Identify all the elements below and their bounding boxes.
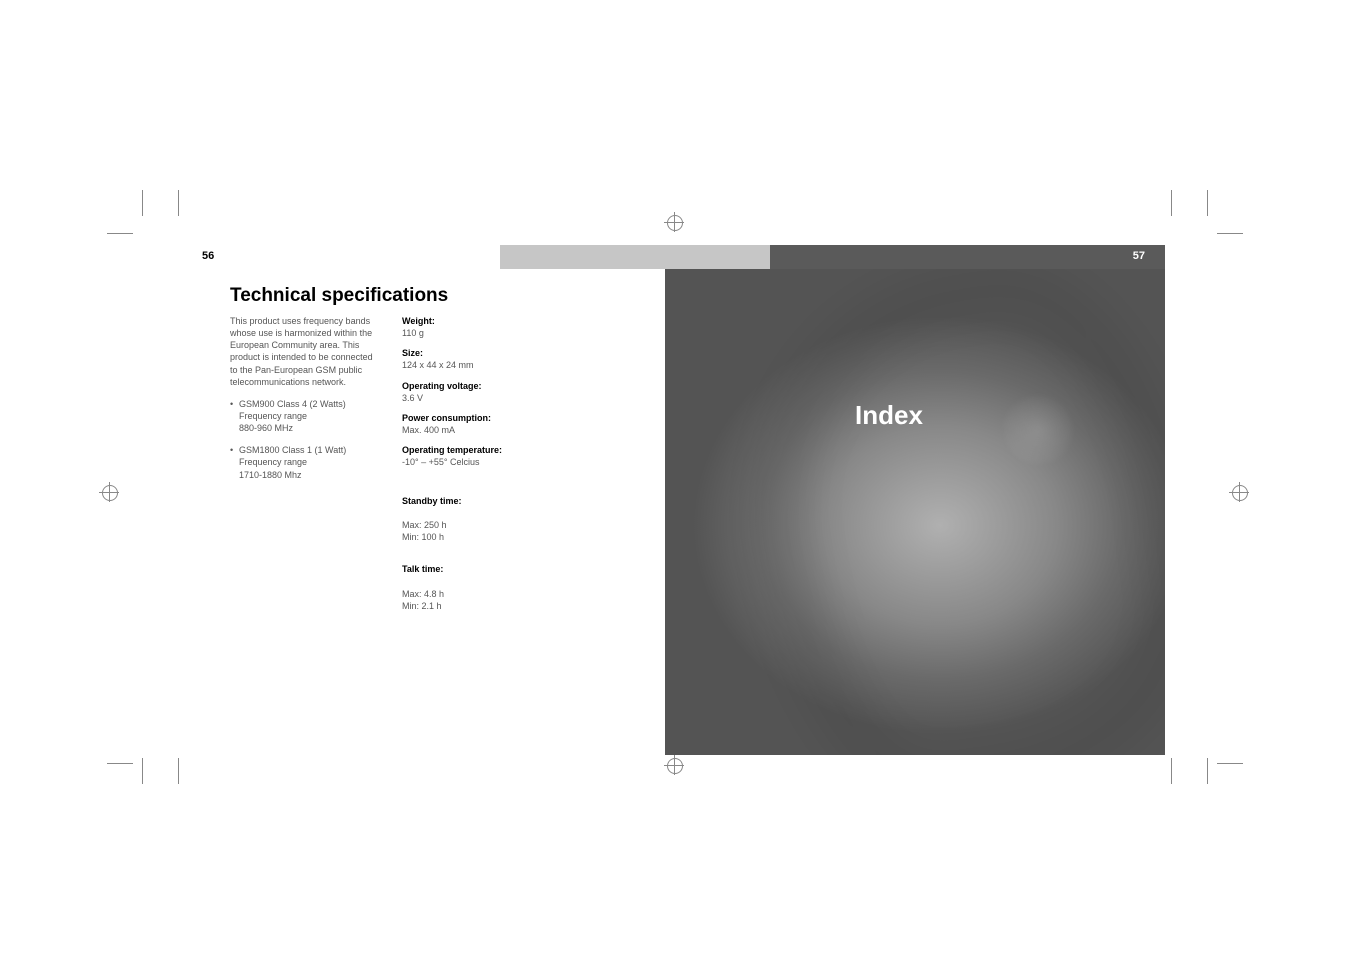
crop-mark: [142, 190, 143, 216]
spec-value: Max: 250 h Min: 100 h: [402, 520, 447, 542]
register-mark-icon: [102, 485, 118, 501]
spec-value: 110 g: [402, 328, 424, 338]
spec-block: Size: 124 x 44 x 24 mm: [402, 347, 572, 371]
section-title: Index: [855, 400, 923, 431]
header-dark: [770, 245, 1165, 269]
spec-label: Operating voltage:: [402, 380, 572, 392]
spec-block: Weight: 110 g: [402, 315, 572, 339]
left-page: Technical specifications This product us…: [185, 230, 675, 750]
page-title: Technical specifications: [230, 285, 675, 307]
crop-mark: [107, 233, 133, 234]
crop-mark: [1171, 758, 1172, 784]
spec-label: Weight:: [402, 315, 572, 327]
spec-block: Operating temperature: -10° – +55° Celci…: [402, 444, 572, 468]
crop-mark: [1171, 190, 1172, 216]
spec-block: Operating voltage: 3.6 V: [402, 380, 572, 404]
bullet-item: GSM900 Class 4 (2 Watts) Frequency range…: [230, 398, 382, 434]
bullet-item: GSM1800 Class 1 (1 Watt) Frequency range…: [230, 444, 382, 480]
register-mark-icon: [667, 758, 683, 774]
spec-label: Talk time:: [402, 563, 572, 575]
crop-mark: [1217, 233, 1243, 234]
column-right: Weight: 110 g Size: 124 x 44 x 24 mm Ope…: [402, 315, 572, 620]
spec-value: Max. 400 mA: [402, 425, 455, 435]
spec-label: Size:: [402, 347, 572, 359]
body-columns: This product uses frequency bands whose …: [230, 315, 675, 620]
intro-paragraph: This product uses frequency bands whose …: [230, 315, 382, 388]
right-page-background: [665, 245, 1165, 755]
crop-mark: [142, 758, 143, 784]
spec-block: Power consumption: Max. 400 mA: [402, 412, 572, 436]
column-left: This product uses frequency bands whose …: [230, 315, 382, 620]
titlebar-grey: [500, 245, 770, 269]
page-number-right: 57: [1133, 250, 1145, 262]
spec-label: Power consumption:: [402, 412, 572, 424]
spec-block: Standby time: Max: 250 h Min: 100 h: [402, 482, 572, 543]
spec-value: -10° – +55° Celcius: [402, 457, 480, 467]
crop-mark: [1207, 190, 1208, 216]
crop-mark: [178, 190, 179, 216]
spec-label: Standby time:: [402, 495, 572, 507]
spec-block: Talk time: Max: 4.8 h Min: 2.1 h: [402, 551, 572, 612]
spec-value: 124 x 44 x 24 mm: [402, 360, 474, 370]
crop-mark: [107, 763, 133, 764]
register-mark-icon: [1232, 485, 1248, 501]
spec-label: Operating temperature:: [402, 444, 572, 456]
register-mark-icon: [667, 215, 683, 231]
crop-mark: [1217, 763, 1243, 764]
crop-mark: [178, 758, 179, 784]
spec-value: 3.6 V: [402, 393, 423, 403]
page-container: 56 57 Index Technical specifications Thi…: [0, 0, 1350, 954]
spec-value: Max: 4.8 h Min: 2.1 h: [402, 589, 444, 611]
crop-mark: [1207, 758, 1208, 784]
